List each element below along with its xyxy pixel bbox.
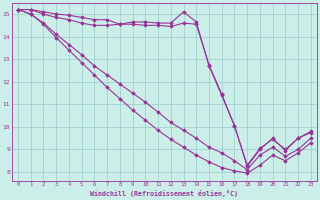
X-axis label: Windchill (Refroidissement éolien,°C): Windchill (Refroidissement éolien,°C)	[91, 190, 238, 197]
